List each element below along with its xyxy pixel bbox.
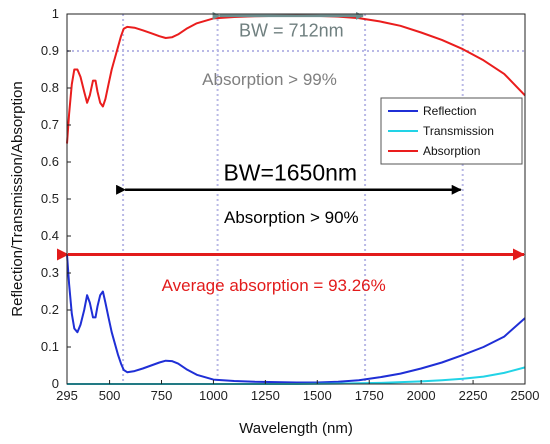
plot-background	[67, 14, 525, 384]
annotation-average-absorption: Average absorption = 93.26%	[162, 276, 386, 295]
y-tick-label: 0.5	[41, 191, 59, 206]
annotation-layer: BW = 712nm Absorption > 99% BW=1650nm Absor…	[57, 11, 525, 295]
annotation-absorption-90: Absorption > 90%	[224, 208, 359, 227]
legend-label-absorption: Absorption	[423, 144, 480, 158]
x-tick-label: 2000	[407, 388, 436, 403]
y-tick-label: 1	[52, 6, 59, 21]
x-tick-label: 1000	[199, 388, 228, 403]
annotation-bw-712: BW = 712nm	[239, 21, 344, 41]
x-tick-label: 1500	[303, 388, 332, 403]
y-tick-label: 0.8	[41, 80, 59, 95]
y-tick-label: 0	[52, 376, 59, 391]
y-tick-label: 0.3	[41, 265, 59, 280]
x-tick-label: 1250	[251, 388, 280, 403]
y-axis-label: Reflection/Transmission/Absorption	[9, 81, 26, 316]
axis-layer: 295 500 750 1000 1250 1500 1750 2000 2250 2500 0 0.…	[41, 6, 540, 403]
annotation-absorption-99: Absorption > 99%	[202, 70, 337, 89]
legend-label-reflection: Reflection	[423, 104, 476, 118]
x-tick-label: 2500	[511, 388, 540, 403]
y-tick-label: 0.7	[41, 117, 59, 132]
series-line-absorption	[66, 14, 526, 144]
x-tick-label: 295	[56, 388, 78, 403]
x-tick-label: 1750	[355, 388, 384, 403]
legend-label-transmission: Transmission	[423, 124, 494, 138]
x-axis-label: Wavelength (nm)	[239, 420, 353, 437]
y-tick-label: 0.2	[41, 302, 59, 317]
annotation-bw-1650: BW=1650nm	[223, 159, 357, 185]
x-tick-label: 2250	[459, 388, 488, 403]
series-line-reflection	[66, 254, 526, 384]
reference-lines	[67, 14, 525, 384]
y-tick-label: 0.1	[41, 339, 59, 354]
x-tick-label: 500	[99, 388, 121, 403]
y-tick-label: 0.6	[41, 154, 59, 169]
x-tick-label: 750	[151, 388, 173, 403]
legend: Reflection Transmission Absorption	[380, 97, 523, 165]
y-tick-label: 0.9	[41, 43, 59, 58]
y-tick-label: 0.4	[41, 228, 59, 243]
